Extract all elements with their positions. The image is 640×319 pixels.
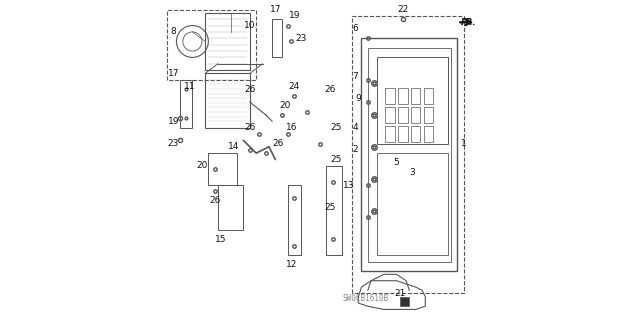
Text: 7: 7 [352,72,358,81]
Text: 24: 24 [289,82,300,91]
Text: 20: 20 [279,101,291,110]
Text: 15: 15 [215,235,227,244]
Text: 8: 8 [170,27,176,36]
Text: SW0CB1610B: SW0CB1610B [342,294,388,303]
Text: 17: 17 [269,5,281,14]
Text: 20: 20 [196,161,207,170]
Text: 19: 19 [168,117,179,126]
Text: 22: 22 [397,5,408,14]
Text: FR.: FR. [460,18,476,27]
Text: 25: 25 [324,203,335,212]
Text: 25: 25 [330,123,342,132]
Text: 10: 10 [244,21,255,30]
Text: 13: 13 [343,181,355,189]
Text: 23: 23 [168,139,179,148]
Text: 26: 26 [209,197,220,205]
Text: 26: 26 [244,123,255,132]
Text: 25: 25 [330,155,342,164]
Text: 19: 19 [289,11,300,20]
Text: 21: 21 [394,289,405,298]
Text: 9: 9 [355,94,361,103]
Text: 26: 26 [273,139,284,148]
Text: 11: 11 [184,82,195,91]
Text: 26: 26 [244,85,255,94]
Text: 12: 12 [285,260,297,269]
Text: 17: 17 [168,69,179,78]
Text: 6: 6 [352,24,358,33]
Text: 2: 2 [352,145,358,154]
Text: 5: 5 [394,158,399,167]
Text: 23: 23 [295,34,307,43]
Text: 4: 4 [352,123,358,132]
Text: 26: 26 [324,85,335,94]
Text: 1: 1 [461,139,467,148]
Text: 3: 3 [410,168,415,177]
Text: 16: 16 [285,123,297,132]
Bar [400,297,410,306]
Text: 14: 14 [228,142,239,151]
